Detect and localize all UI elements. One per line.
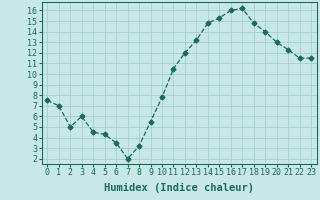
X-axis label: Humidex (Indice chaleur): Humidex (Indice chaleur)	[104, 183, 254, 193]
